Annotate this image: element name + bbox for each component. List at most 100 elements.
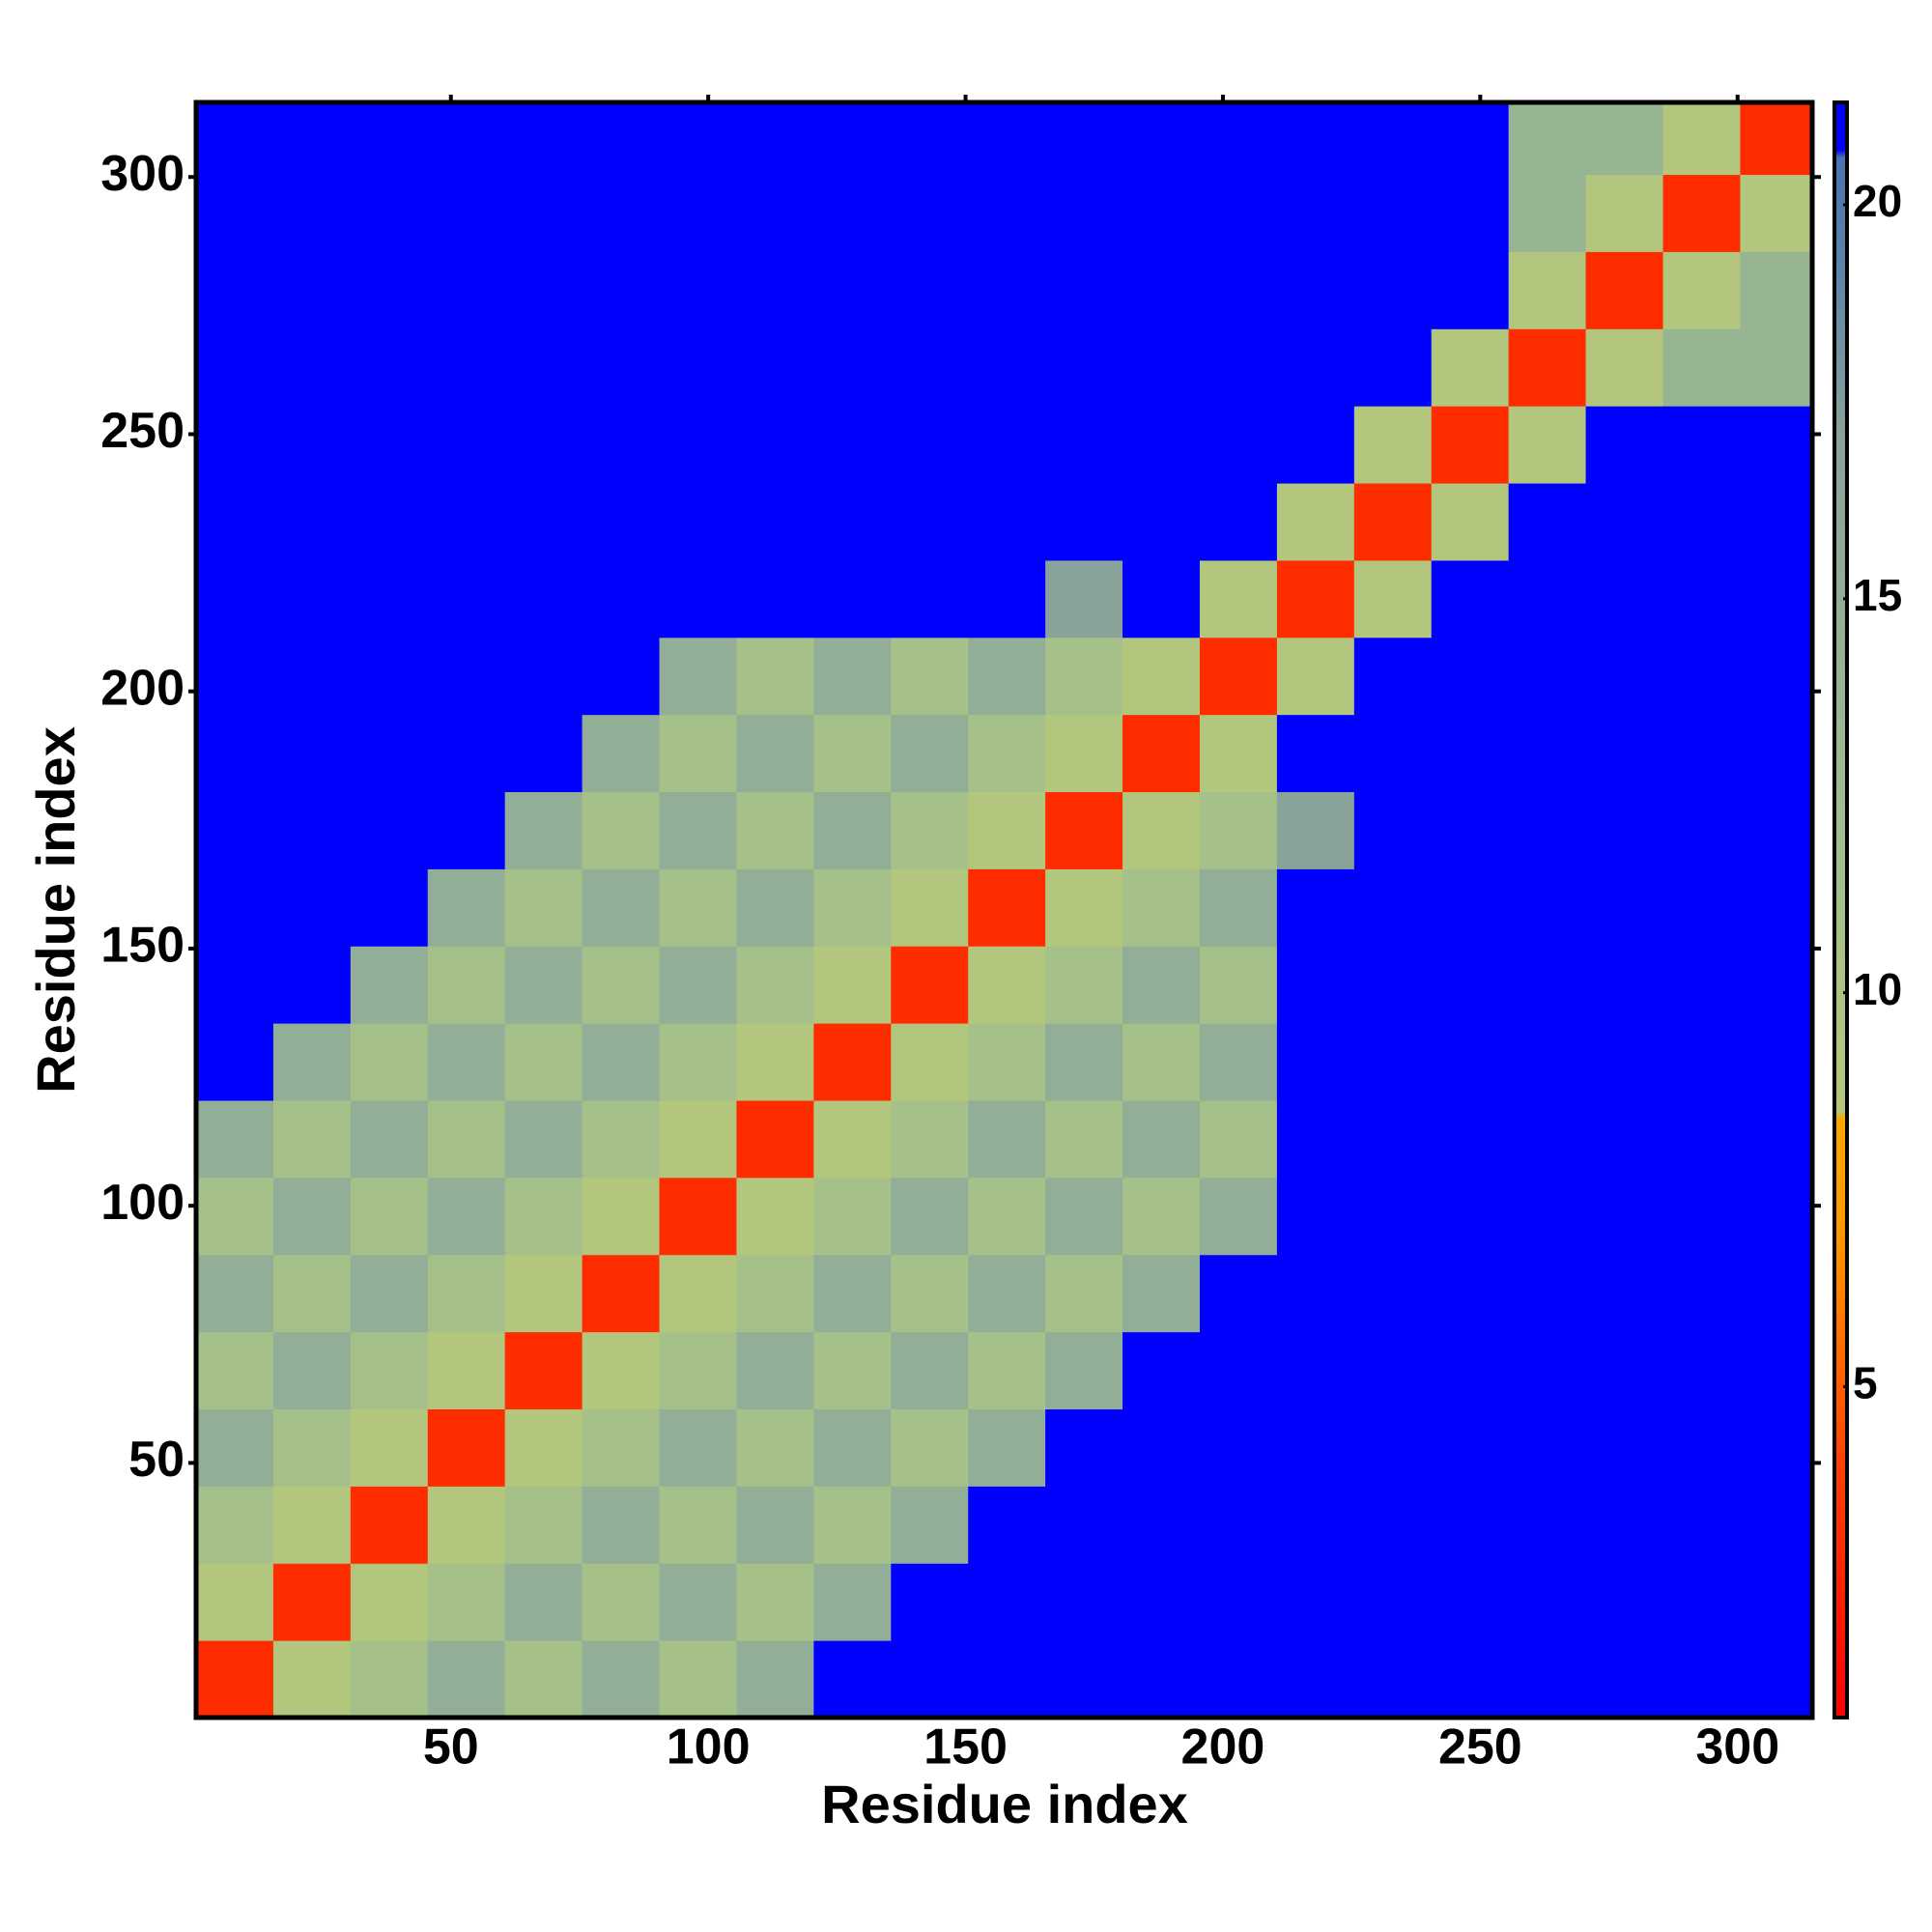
heatmap-cell [891, 946, 969, 1024]
heatmap-cell [736, 1254, 814, 1333]
heatmap-cell [272, 1408, 352, 1487]
heatmap-cell [1199, 637, 1278, 716]
heatmap-cell [891, 1486, 969, 1564]
heatmap-cell [1045, 946, 1123, 1024]
heatmap-cell [968, 559, 1046, 639]
heatmap-cell [659, 1023, 737, 1101]
heatmap-cell [813, 1408, 892, 1487]
heatmap-cell [504, 483, 583, 561]
heatmap-cell [504, 559, 583, 639]
heatmap-cell [736, 946, 814, 1024]
heatmap-cell [350, 1563, 429, 1641]
heatmap-cell [1662, 637, 1741, 716]
heatmap-cell [1353, 559, 1433, 639]
y-tick-label: 200 [100, 660, 185, 716]
heatmap-cell [1585, 1100, 1663, 1179]
heatmap-cell [1431, 559, 1510, 639]
heatmap-cell [1431, 868, 1510, 947]
heatmap-cell [196, 1100, 274, 1179]
heatmap-cell [891, 483, 969, 561]
heatmap-cell [1353, 483, 1433, 561]
heatmap-cell [1508, 1177, 1587, 1256]
heatmap-cell [1353, 714, 1433, 793]
heatmap-cell [1662, 1486, 1741, 1564]
heatmap-cell [1122, 1254, 1201, 1333]
heatmap-cell [427, 1100, 506, 1179]
heatmap-cell [1740, 1563, 1813, 1641]
heatmap-cell [1122, 1486, 1201, 1564]
heatmap-cell [1740, 483, 1813, 561]
heatmap-cell [1431, 483, 1510, 561]
heatmap-cell [582, 1254, 661, 1333]
heatmap-cell [1199, 1640, 1278, 1719]
heatmap-cell [1353, 637, 1433, 716]
heatmap-cell [196, 483, 274, 561]
heatmap-cell [272, 791, 352, 869]
heatmap-cell [1662, 714, 1741, 793]
heatmap-cell [1199, 251, 1278, 329]
heatmap-cell [582, 174, 661, 252]
heatmap-cell [1045, 1023, 1123, 1101]
heatmap-cell [1122, 868, 1201, 947]
heatmap-cell [582, 251, 661, 329]
heatmap-cell [196, 328, 274, 407]
heatmap-cell [504, 1254, 583, 1333]
heatmap-cell [891, 328, 969, 407]
heatmap-cell [272, 251, 352, 329]
heatmap-cell [659, 714, 737, 793]
heatmap-cell [1431, 406, 1510, 484]
heatmap-cell [1276, 251, 1355, 329]
heatmap-cell [1662, 1563, 1741, 1641]
heatmap-cell [1122, 637, 1201, 716]
x-tick-label: 300 [1695, 1719, 1779, 1776]
heatmap-cell [1740, 791, 1813, 869]
heatmap-cell [1353, 1254, 1433, 1333]
heatmap-cell [427, 1254, 506, 1333]
y-tick-label: 300 [100, 146, 185, 202]
x-tick-label: 150 [923, 1719, 1008, 1776]
heatmap-cell [968, 1408, 1046, 1487]
heatmap-cell [1353, 1331, 1433, 1410]
heatmap-cell [968, 1331, 1046, 1410]
heatmap-cell [196, 1408, 274, 1487]
x-tick-label: 250 [1438, 1719, 1522, 1776]
heatmap-cell [1740, 868, 1813, 947]
heatmap-cell [1199, 1331, 1278, 1410]
heatmap-cell [196, 251, 274, 329]
heatmap-cell [1585, 1023, 1663, 1101]
heatmap-cell [813, 1563, 892, 1641]
heatmap-cell [968, 406, 1046, 484]
heatmap-cell [659, 174, 737, 252]
heatmap-cell [813, 328, 892, 407]
heatmap-cell [968, 1100, 1046, 1179]
heatmap-cell [891, 868, 969, 947]
heatmap-cell [1740, 714, 1813, 793]
heatmap-cell [1740, 637, 1813, 716]
heatmap-cell [582, 1331, 661, 1410]
heatmap-cell [736, 483, 814, 561]
heatmap-cell [1122, 946, 1201, 1024]
heatmap-cell [1199, 406, 1278, 484]
heatmap-cell [1740, 1486, 1813, 1564]
heatmap-cell [736, 174, 814, 252]
heatmap-cell [1045, 251, 1123, 329]
heatmap-cell [1431, 1100, 1510, 1179]
heatmap-cell [504, 1177, 583, 1256]
heatmap-cell [891, 1408, 969, 1487]
heatmap-cell [659, 483, 737, 561]
heatmap-cell [1431, 1640, 1510, 1719]
heatmap-cell [891, 1331, 969, 1410]
heatmap-cell [1276, 1100, 1355, 1179]
heatmap-cell [350, 174, 429, 252]
heatmap-cell [1662, 868, 1741, 947]
colorbar-tick-label: 10 [1853, 964, 1902, 1014]
heatmap-cell [582, 102, 661, 176]
heatmap-cell [1045, 868, 1123, 947]
heatmap-cell [350, 483, 429, 561]
heatmap-cell [272, 946, 352, 1024]
heatmap-cell [1585, 251, 1663, 329]
heatmap-cell [1508, 1100, 1587, 1179]
heatmap-cell [1662, 406, 1741, 484]
heatmap-cell [272, 1331, 352, 1410]
heatmap-cell [1353, 406, 1433, 484]
